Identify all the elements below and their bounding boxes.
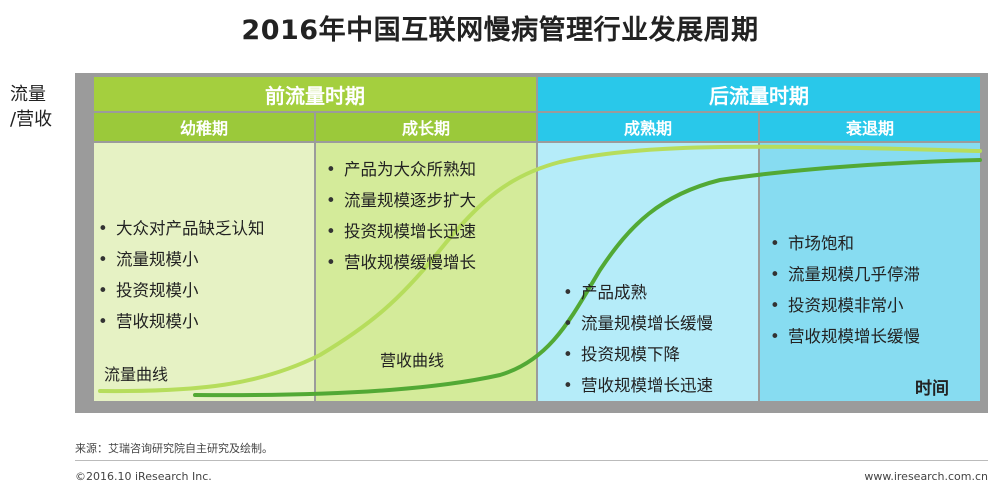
page-title: 2016年中国互联网慢病管理行业发展周期 — [241, 15, 759, 46]
period-header-post-traffic: 后流量时期 — [538, 77, 980, 111]
bullet-item: 产品成熟 — [563, 277, 713, 308]
y-axis-label-line-1: 流量 — [10, 84, 46, 105]
bullet-item: 流量规模小 — [98, 244, 265, 275]
stage-header-maturity: 成熟期 — [538, 113, 758, 141]
website-link[interactable]: www.iresearch.com.cn — [864, 470, 988, 483]
stage-bullets-growth: 产品为大众所熟知 流量规模逐步扩大 投资规模增长迅速 营收规模缓慢增长 — [326, 154, 476, 278]
footer-divider — [75, 460, 988, 461]
bullet-item: 投资规模下降 — [563, 339, 713, 370]
copyright: ©2016.10 iResearch Inc. — [75, 470, 212, 483]
bullet-item: 营收规模增长迅速 — [563, 370, 713, 401]
bullet-item: 大众对产品缺乏认知 — [98, 213, 265, 244]
bullet-item: 投资规模增长迅速 — [326, 216, 476, 247]
stage-header-decline: 衰退期 — [760, 113, 980, 141]
stage-bullets-infancy: 大众对产品缺乏认知 流量规模小 投资规模小 营收规模小 — [98, 213, 265, 337]
stage-bullets-decline: 市场饱和 流量规模几乎停滞 投资规模非常小 营收规模增长缓慢 — [770, 228, 920, 352]
bullet-item: 市场饱和 — [770, 228, 920, 259]
traffic-curve-label: 流量曲线 — [104, 365, 169, 384]
traffic-curve — [98, 144, 982, 394]
stage-header-infancy: 幼稚期 — [94, 113, 314, 141]
bullet-item: 流量规模增长缓慢 — [563, 308, 713, 339]
revenue-curve — [193, 158, 982, 398]
bullet-item: 产品为大众所熟知 — [326, 154, 476, 185]
bullet-item: 投资规模小 — [98, 275, 265, 306]
bullet-item: 流量规模几乎停滞 — [770, 259, 920, 290]
x-axis-label: 时间 — [915, 379, 949, 399]
stage-header-growth: 成长期 — [316, 113, 536, 141]
y-axis-label: 流量 /营收 — [10, 82, 70, 132]
revenue-curve-label: 营收曲线 — [380, 351, 445, 370]
stage-bullets-maturity: 产品成熟 流量规模增长缓慢 投资规模下降 营收规模增长迅速 — [563, 277, 713, 401]
source-note: 来源：艾瑞咨询研究院自主研究及绘制。 — [75, 442, 273, 455]
bullet-item: 营收规模缓慢增长 — [326, 247, 476, 278]
y-axis-label-line-2: /营收 — [10, 109, 53, 130]
bullet-item: 营收规模增长缓慢 — [770, 321, 920, 352]
bullet-item: 投资规模非常小 — [770, 290, 920, 321]
period-header-pre-traffic: 前流量时期 — [94, 77, 536, 111]
bullet-item: 营收规模小 — [98, 306, 265, 337]
bullet-item: 流量规模逐步扩大 — [326, 185, 476, 216]
